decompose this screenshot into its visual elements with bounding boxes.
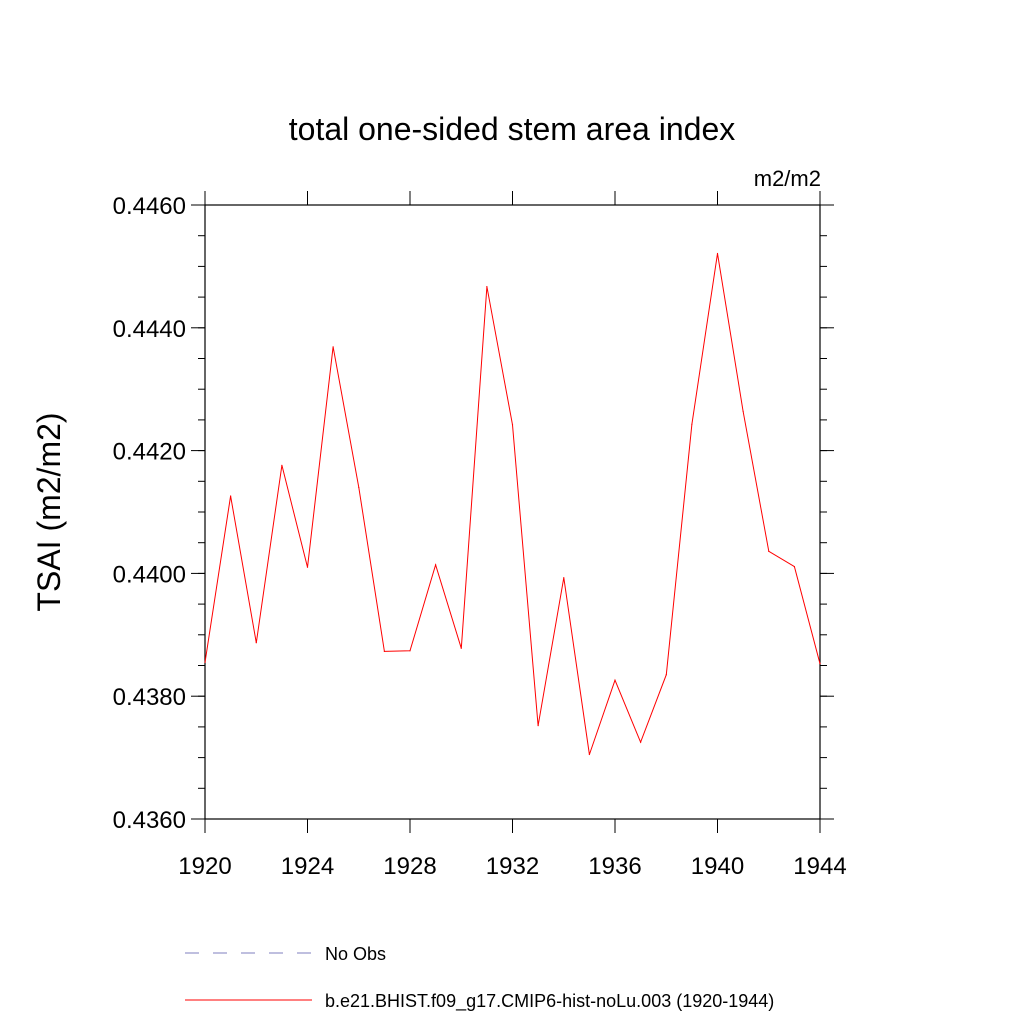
x-tick-labels: 1920 1924 1928 1932 1936 1940 1944 [178,853,846,880]
x-tick-label: 1920 [178,853,231,880]
data-point [665,674,667,676]
data-point [460,647,462,649]
data-point [230,495,232,497]
legend-label-model-run: b.e21.BHIST.f09_g17.CMIP6-hist-noLu.003 … [325,991,774,1012]
data-point [358,486,360,489]
x-tick-label: 1928 [383,853,436,880]
data-point [383,650,385,652]
y-tick-labels: 0.4360 0.4380 0.4400 0.4420 0.4440 0.4460 [113,193,186,834]
data-point [204,661,206,664]
x-tick-label: 1936 [588,853,641,880]
x-tick-label: 1944 [793,853,846,880]
data-point [332,346,334,348]
units-label: m2/m2 [754,166,821,191]
y-tick-label: 0.4460 [113,193,186,220]
chart-title: total one-sided stem area index [289,111,735,147]
series-line-model-run [204,253,821,755]
data-point [716,252,719,255]
data-point [768,550,770,552]
data-point [819,663,821,665]
data-point [409,650,411,652]
y-tick-label: 0.4420 [113,439,186,466]
y-axis-label: TSAI (m2/m2) [31,412,67,611]
data-point [563,577,565,579]
data-point [691,423,693,425]
data-point [793,566,795,568]
plot-frame [204,204,821,820]
tick-marks [191,191,834,833]
y-tick-label: 0.4360 [113,807,186,834]
data-point [614,679,616,681]
data-point [511,424,514,426]
data-point [640,741,642,743]
data-point [281,464,283,466]
data-point [588,753,590,756]
series-layer [204,252,821,756]
data-point [435,564,437,566]
x-tick-label: 1924 [281,853,334,880]
data-point [537,725,539,727]
data-point [742,410,744,412]
data-point [306,566,309,568]
data-point [255,642,257,644]
y-tick-label: 0.4440 [113,316,186,343]
legend: No Obs b.e21.BHIST.f09_g17.CMIP6-hist-no… [185,944,774,1012]
data-point [486,286,488,288]
legend-label-no-obs: No Obs [325,944,386,964]
x-tick-label: 1940 [691,853,744,880]
y-tick-label: 0.4380 [113,684,186,711]
y-tick-label: 0.4400 [113,561,186,588]
x-tick-label: 1932 [486,853,539,880]
